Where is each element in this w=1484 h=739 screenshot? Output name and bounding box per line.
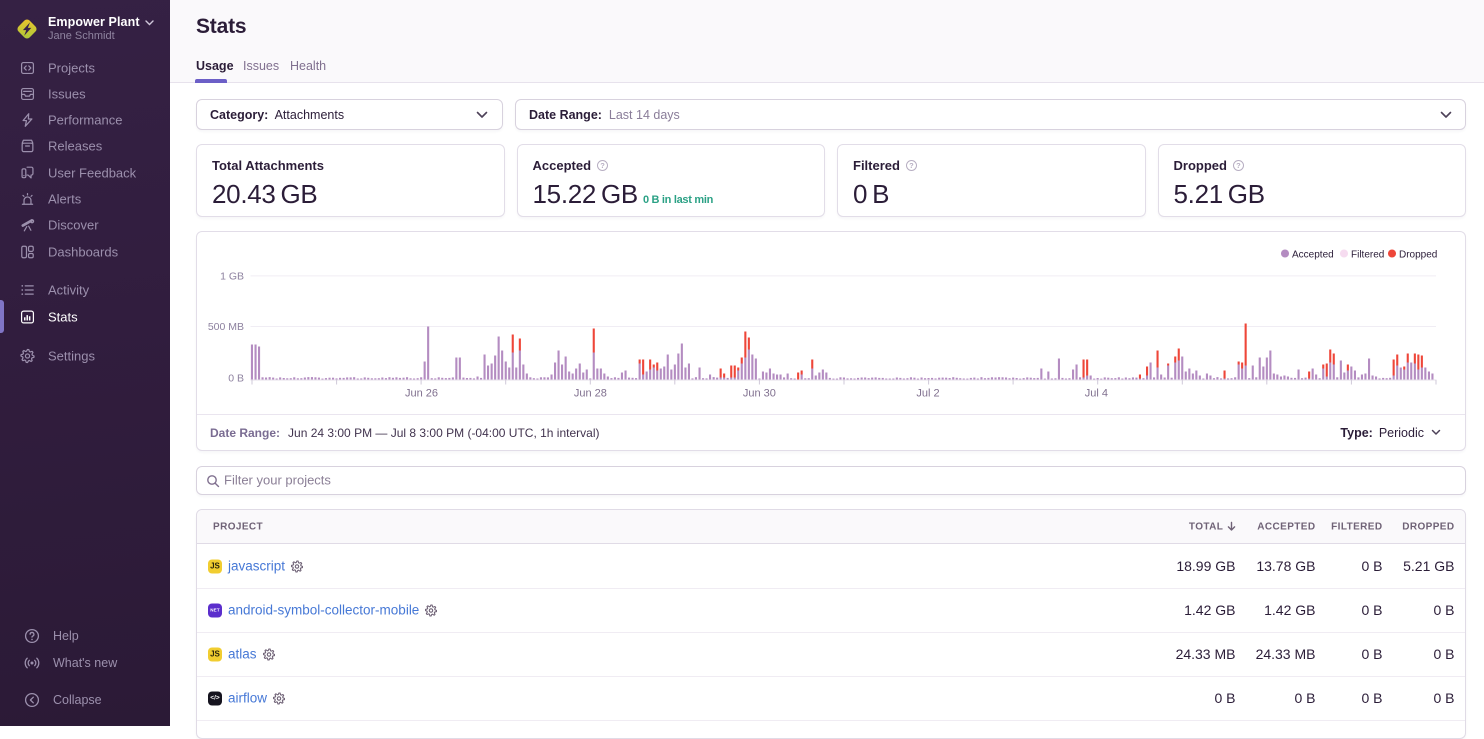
svg-text:Jul 2: Jul 2: [916, 387, 939, 399]
svg-text:0 B: 0 B: [228, 372, 244, 384]
svg-text:Jun 28: Jun 28: [574, 387, 607, 399]
svg-text:Dropped: Dropped: [1399, 249, 1437, 260]
svg-text:1 GB: 1 GB: [220, 270, 244, 282]
svg-text:Accepted: Accepted: [1292, 249, 1334, 260]
svg-text:Jun 30: Jun 30: [743, 387, 776, 399]
svg-text:Filtered: Filtered: [1351, 249, 1384, 260]
svg-text:Jun 26: Jun 26: [405, 387, 438, 399]
svg-text:Jul 4: Jul 4: [1085, 387, 1108, 399]
svg-text:500 MB: 500 MB: [208, 321, 244, 333]
